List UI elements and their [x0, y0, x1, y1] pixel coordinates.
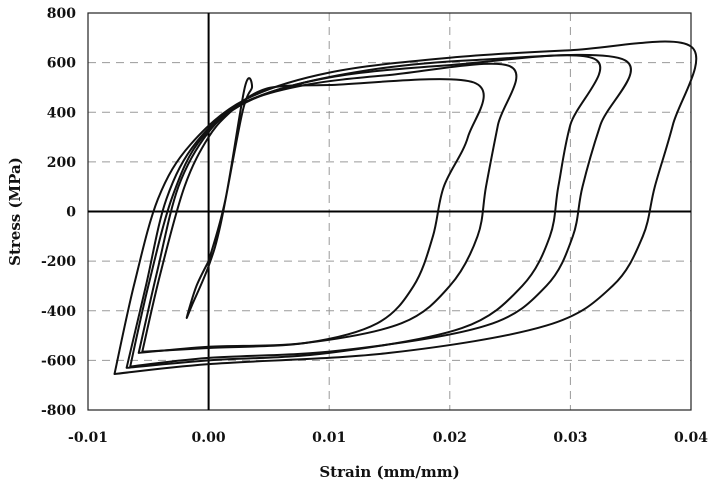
hysteresis-loop-5: [129, 53, 632, 368]
y-tick-label: 200: [47, 155, 76, 171]
zero-axes: [88, 13, 691, 410]
x-tick-label: 0.01: [312, 430, 346, 446]
y-tick-label: 800: [47, 6, 76, 22]
hysteresis-loop-1: [185, 77, 254, 319]
y-tick-labels: -800 -600 -400 -200 0 200 400 600 800: [41, 6, 76, 419]
x-tick-label: 0.00: [192, 430, 226, 446]
x-tick-label: 0.03: [553, 430, 587, 446]
hysteresis-loop-2: [141, 78, 485, 353]
series-group: [113, 40, 698, 375]
x-axis-title: Strain (mm/mm): [319, 463, 459, 481]
y-tick-label: 0: [66, 205, 76, 221]
y-tick-label: -400: [41, 304, 76, 320]
y-tick-label: -600: [41, 353, 76, 369]
x-tick-label: -0.01: [68, 430, 108, 446]
x-tick-label: 0.02: [433, 430, 467, 446]
y-tick-label: -200: [41, 254, 76, 270]
hysteresis-loop-3: [137, 62, 518, 354]
y-tick-label: 600: [47, 56, 76, 72]
hysteresis-loop-6: [113, 40, 698, 375]
y-tick-label: 400: [47, 105, 76, 121]
x-tick-labels: -0.01 0.00 0.01 0.02 0.03 0.04: [68, 430, 708, 446]
y-tick-label: -800: [41, 403, 76, 419]
x-tick-label: 0.04: [674, 430, 708, 446]
y-axis-title: Stress (MPa): [6, 157, 24, 266]
